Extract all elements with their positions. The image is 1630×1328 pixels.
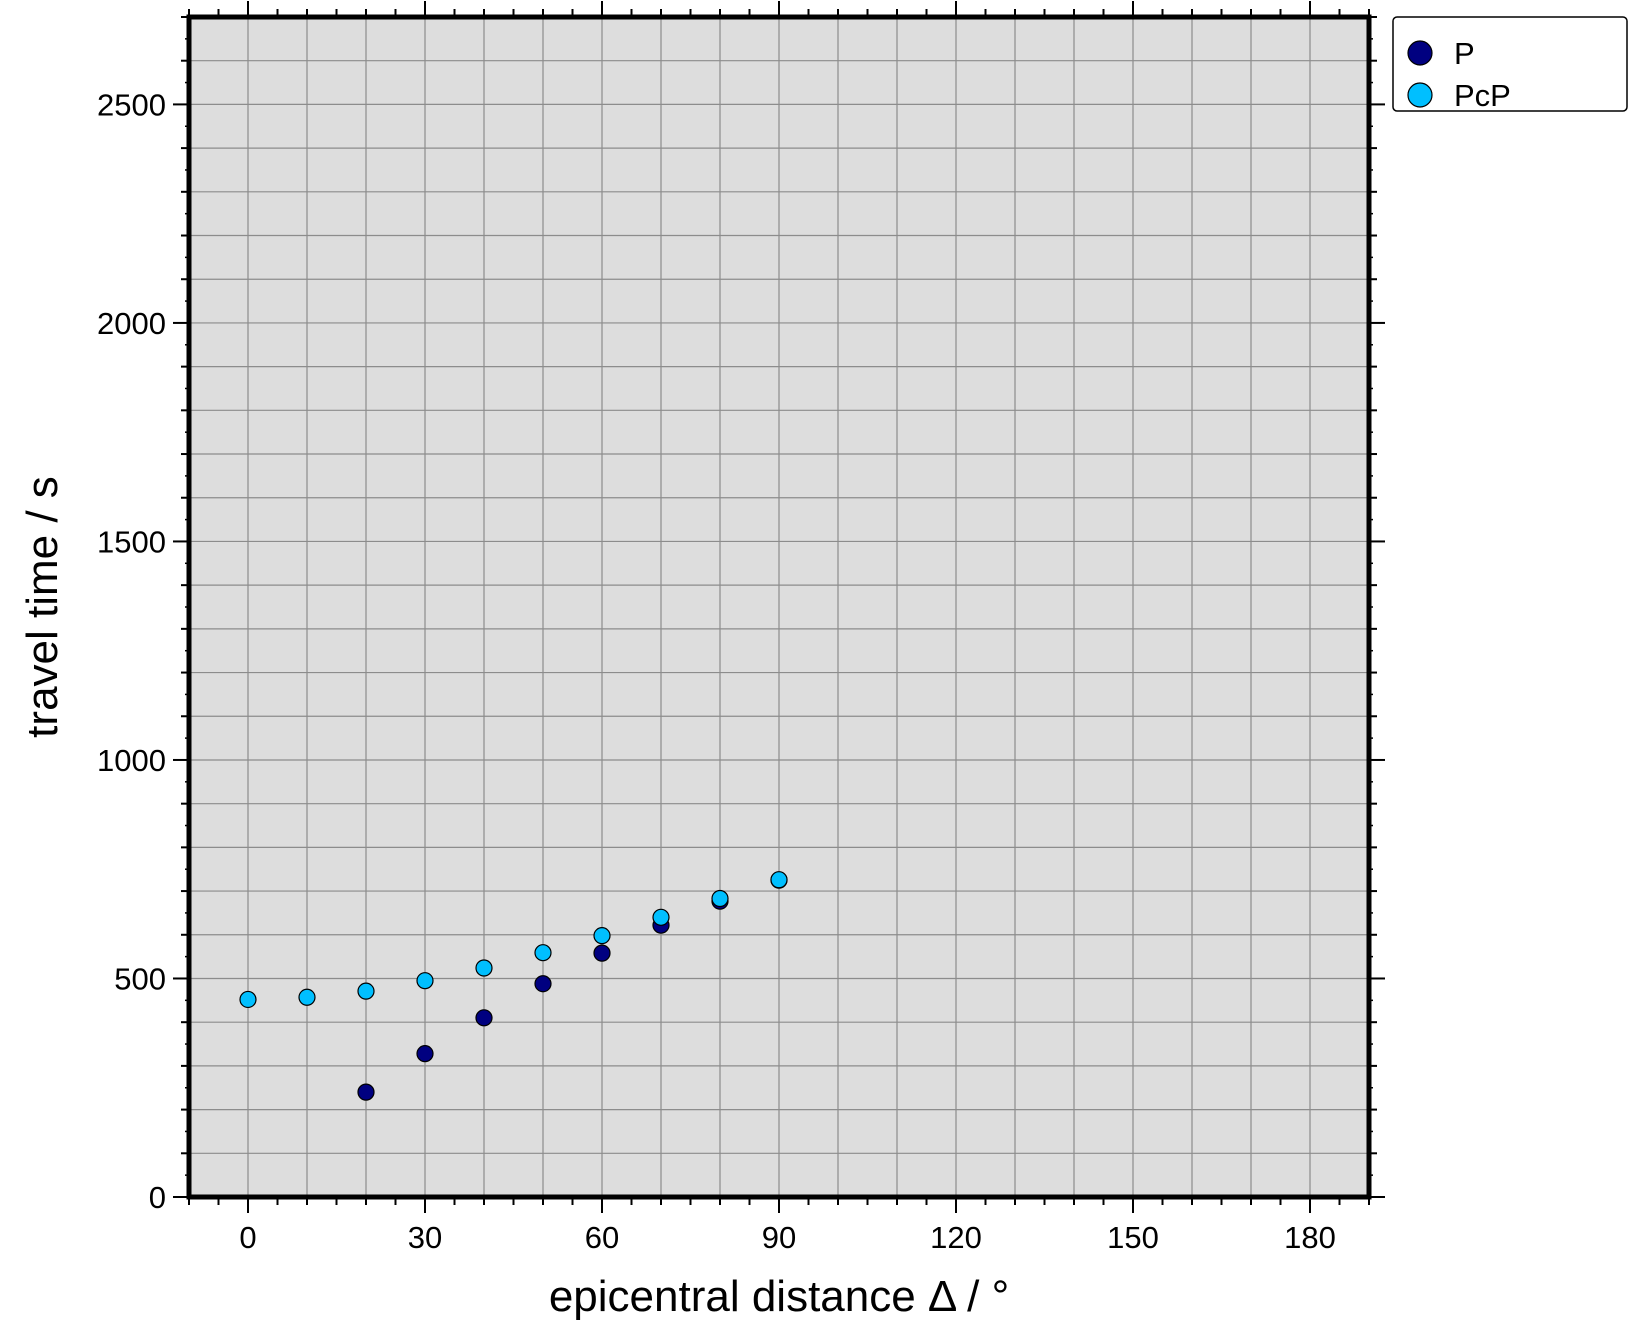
grid-lines	[189, 17, 1369, 1197]
y-tick-label: 1000	[97, 743, 166, 778]
point-p	[534, 975, 552, 993]
x-tick-label: 150	[1107, 1220, 1159, 1255]
point-pcp	[239, 990, 257, 1009]
point-pcp	[770, 871, 788, 889]
legend-box	[1392, 16, 1628, 112]
point-pcp	[711, 889, 729, 908]
x-tick-label: 180	[1284, 1220, 1336, 1255]
x-tick-label: 60	[585, 1220, 619, 1255]
legend-marker-p	[1407, 40, 1433, 66]
x-tick-label: 30	[408, 1220, 442, 1255]
point-pcp	[475, 959, 493, 977]
data-points	[239, 871, 788, 1101]
point-pcp	[593, 927, 611, 945]
point-pcp	[416, 972, 434, 990]
legend-label-pcp: PcP	[1454, 78, 1511, 113]
point-p	[416, 1045, 434, 1063]
legend-marker-pcp	[1407, 82, 1433, 108]
x-tick-label: 0	[239, 1220, 256, 1255]
y-tick-label: 2500	[97, 87, 166, 122]
plot-frame	[186, 14, 1372, 1200]
legend: P PcP	[1392, 16, 1628, 113]
point-p	[593, 944, 611, 962]
y-tick-label: 1500	[97, 524, 166, 559]
x-tick-label: 90	[762, 1220, 796, 1255]
x-axis-title: epicentral distance Δ / °	[549, 1272, 1009, 1321]
y-axis-title: travel time / s	[18, 476, 67, 738]
point-pcp	[357, 982, 375, 1000]
x-tick-labels: 0 30 60 90 120 150 180	[239, 1220, 1335, 1255]
point-p	[357, 1083, 375, 1101]
point-pcp	[652, 908, 670, 926]
y-tick-label: 2000	[97, 306, 166, 341]
point-pcp	[298, 988, 316, 1006]
y-tick-label: 500	[114, 961, 166, 996]
point-pcp	[534, 944, 552, 962]
y-tick-label: 0	[149, 1180, 166, 1215]
x-tick-label: 120	[930, 1220, 982, 1255]
legend-label-p: P	[1454, 36, 1475, 71]
y-tick-labels: 0 500 1000 1500 2000 2500	[97, 87, 166, 1215]
point-p	[475, 1009, 493, 1027]
